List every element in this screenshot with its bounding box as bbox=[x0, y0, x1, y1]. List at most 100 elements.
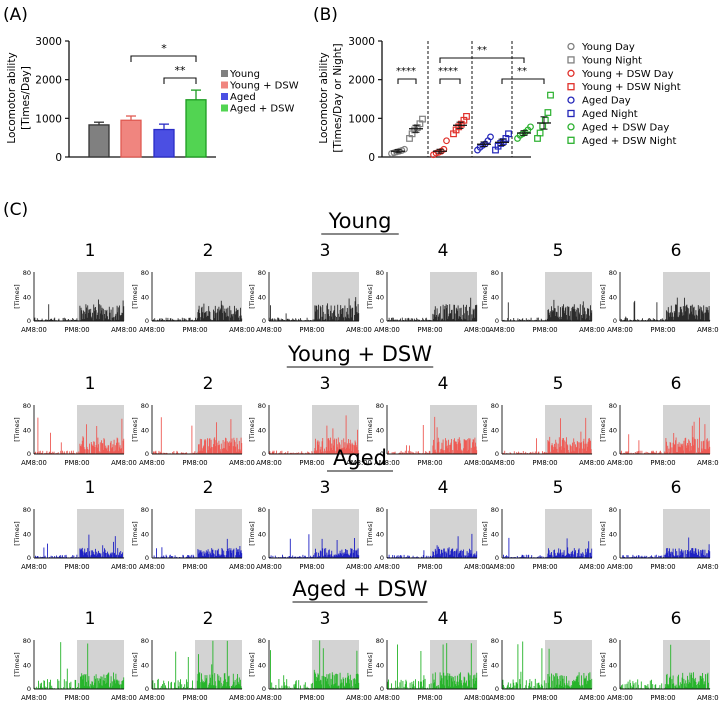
panel-c-y-tick-label: 40 bbox=[491, 662, 499, 670]
panel-c-y-tick-label: 0 bbox=[262, 317, 266, 325]
panel-c-y-tick-label: 40 bbox=[258, 531, 266, 539]
panel-b-point bbox=[443, 137, 450, 145]
panel-c-animal-number: 4 bbox=[438, 374, 449, 394]
panel-b-y-tick-label: 2000 bbox=[348, 75, 375, 87]
panel-c-x-label-end: AM8:00 bbox=[229, 563, 255, 571]
panel-c-x-label-start: AM8:00 bbox=[607, 459, 633, 467]
panel-c-y-tick-label: 0 bbox=[262, 450, 266, 458]
panel-b-y-tick-label: 1000 bbox=[348, 113, 375, 125]
panel-b-legend-label: Young + DSW Day bbox=[581, 69, 674, 80]
panel-c-animal-plot: 6 80 40 0 [Times] AM8:00 PM8:00 AM8:00 bbox=[599, 609, 719, 702]
panel-c-x-label-mid: PM8:00 bbox=[64, 694, 89, 702]
panel-a-sig-2: ** bbox=[175, 64, 187, 77]
panel-c-y-tick-label: 0 bbox=[380, 685, 384, 693]
panel-c-x-label-end: AM8:00 bbox=[464, 694, 490, 702]
panel-c-animal-number: 5 bbox=[553, 478, 564, 498]
panel-a-legend-swatch bbox=[221, 104, 228, 112]
panel-b-label: (B) bbox=[313, 5, 338, 25]
panel-c-x-label-mid: PM8:00 bbox=[417, 563, 442, 571]
panel-a: (A) Locomotor ability [Times/Day] 0 1000 2… bbox=[3, 5, 299, 164]
panel-c-animal-number: 3 bbox=[320, 241, 331, 261]
panel-a-legend-swatch bbox=[221, 81, 228, 89]
panel-c-animal-number: 1 bbox=[85, 609, 96, 629]
panel-c-animal-plot: 3 80 40 0 [Times] AM8:00 PM8:00 AM8:00 bbox=[248, 374, 372, 467]
panel-b-sig-1: **** bbox=[396, 66, 416, 77]
panel-c-y-label: [Times] bbox=[131, 652, 139, 676]
panel-c-x-label-start: AM8:00 bbox=[21, 563, 47, 571]
panel-c-y-tick-label: 40 bbox=[258, 294, 266, 302]
panel-c-y-tick-label: 0 bbox=[27, 554, 31, 562]
panel-c-x-label-mid: PM8:00 bbox=[64, 326, 89, 334]
panel-c-x-label-end: AM8:00 bbox=[229, 326, 255, 334]
panel-b: (B) Locomotor ability [Times/Day or Nigh… bbox=[313, 5, 681, 164]
panel-c-y-tick-label: 0 bbox=[613, 685, 617, 693]
panel-c-x-label-start: AM8:00 bbox=[374, 326, 400, 334]
panel-c-y-tick-label: 80 bbox=[141, 637, 149, 645]
panel-b-axes: 0 1000 2000 3000 bbox=[348, 36, 531, 164]
panel-c-y-tick-label: 0 bbox=[145, 317, 149, 325]
panel-c-y-tick-label: 40 bbox=[376, 294, 384, 302]
panel-a-legend-swatch bbox=[221, 70, 228, 77]
panel-c-y-tick-label: 0 bbox=[613, 554, 617, 562]
panel-b-sig-bracket-4 bbox=[501, 78, 545, 84]
panel-c-x-label-mid: PM8:00 bbox=[182, 459, 207, 467]
panel-c-animal-number: 5 bbox=[553, 241, 564, 261]
panel-b-y-tick-label: 3000 bbox=[348, 36, 375, 48]
panel-a-bar bbox=[120, 119, 142, 158]
panel-c-y-tick-label: 80 bbox=[376, 506, 384, 514]
panel-c-x-label-start: AM8:00 bbox=[489, 694, 515, 702]
panel-c-x-label-start: AM8:00 bbox=[139, 459, 165, 467]
panel-c-x-label-end: AM8:00 bbox=[579, 326, 605, 334]
panel-b-legend-marker bbox=[567, 96, 575, 104]
panel-c-y-tick-label: 80 bbox=[491, 269, 499, 277]
panel-b-legend-label: Aged + DSW Day bbox=[582, 122, 669, 133]
panel-b-point bbox=[527, 123, 534, 131]
panel-b-sig-4: ** bbox=[517, 66, 527, 77]
panel-c-y-tick-label: 80 bbox=[258, 402, 266, 410]
panel-c-x-label-mid: PM8:00 bbox=[182, 326, 207, 334]
panel-b-legend-marker bbox=[567, 69, 575, 77]
panel-c-animal-plot: 6 80 40 0 [Times] AM8:00 PM8:00 AM8:00 bbox=[599, 241, 719, 334]
panel-c-x-label-end: AM8:00 bbox=[697, 563, 719, 571]
panel-c-y-label: [Times] bbox=[13, 521, 21, 545]
panel-b-sig-bracket-3 bbox=[439, 57, 525, 63]
panel-c-x-label-mid: PM8:00 bbox=[64, 459, 89, 467]
panel-c-x-label-mid: PM8:00 bbox=[417, 326, 442, 334]
panel-c-x-label-end: AM8:00 bbox=[697, 459, 719, 467]
panel-b-point bbox=[539, 122, 547, 130]
panel-c-x-label-start: AM8:00 bbox=[21, 694, 47, 702]
panel-b-legend-label: Young Day bbox=[581, 42, 635, 53]
panel-c-y-tick-label: 40 bbox=[141, 531, 149, 539]
panel-c-y-label: [Times] bbox=[481, 417, 489, 441]
panel-c-animal-plot: 1 80 40 0 [Times] AM8:00 PM8:00 AM8:00 bbox=[13, 241, 137, 334]
panel-a-ylabel-1: Locomotor ability bbox=[6, 52, 18, 143]
panel-a-legend-label: Young + DSW bbox=[229, 81, 299, 92]
panel-a-y-tick-label: 2000 bbox=[35, 75, 62, 87]
panel-c-x-label-start: AM8:00 bbox=[374, 563, 400, 571]
panel-c-y-tick-label: 80 bbox=[258, 637, 266, 645]
panel-b-ylabel-1: Locomotor ability bbox=[318, 52, 330, 143]
panel-c-x-label-end: AM8:00 bbox=[464, 459, 490, 467]
panel-c-y-tick-label: 40 bbox=[141, 427, 149, 435]
panel-c-y-tick-label: 80 bbox=[141, 402, 149, 410]
panel-c-label: (C) bbox=[3, 200, 28, 220]
panel-c-group-title: Young bbox=[328, 209, 392, 233]
panel-c-y-tick-label: 40 bbox=[491, 294, 499, 302]
panel-c-y-tick-label: 0 bbox=[262, 554, 266, 562]
panel-c-y-tick-label: 40 bbox=[609, 427, 617, 435]
panel-a-sig-1: * bbox=[161, 42, 167, 55]
panel-c-x-label-mid: PM8:00 bbox=[650, 459, 675, 467]
panel-c-x-label-start: AM8:00 bbox=[607, 326, 633, 334]
panel-c-x-label-start: AM8:00 bbox=[139, 694, 165, 702]
panel-c-animal-plot: 1 80 40 0 [Times] AM8:00 PM8:00 AM8:00 bbox=[13, 478, 137, 571]
panel-c-x-label-end: AM8:00 bbox=[579, 563, 605, 571]
panel-c-animal-plot: 5 80 40 0 [Times] AM8:00 PM8:00 AM8:00 bbox=[481, 241, 605, 334]
panel-b-y-tick-label: 0 bbox=[368, 152, 375, 164]
panel-c-x-label-end: AM8:00 bbox=[346, 563, 372, 571]
panel-c-y-tick-label: 0 bbox=[380, 450, 384, 458]
panel-c-x-label-end: AM8:00 bbox=[346, 694, 372, 702]
panel-c-animal-plot: 2 80 40 0 [Times] AM8:00 PM8:00 AM8:00 bbox=[131, 241, 255, 334]
panel-a-legend-label: Aged bbox=[230, 92, 256, 103]
